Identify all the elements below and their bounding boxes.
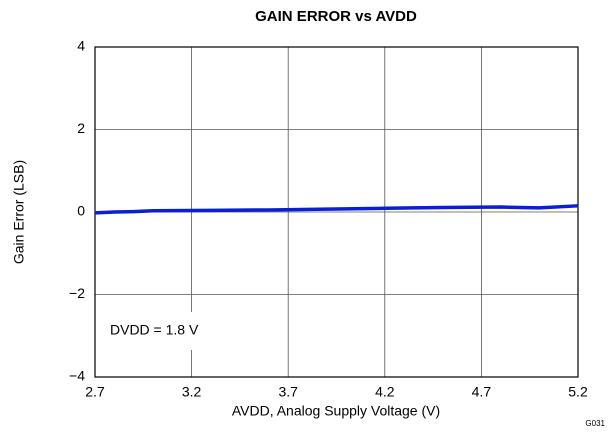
y-tick-label: 0 — [77, 203, 85, 219]
figure-code: G031 — [585, 419, 605, 428]
x-tick-label: 3.7 — [278, 384, 298, 400]
x-tick-label: 4.2 — [375, 384, 395, 400]
y-axis-label: Gain Error (LSB) — [11, 160, 27, 264]
y-tick-label: −4 — [69, 368, 85, 384]
chart-title: GAIN ERROR vs AVDD — [255, 8, 417, 25]
x-tick-label: 2.7 — [85, 384, 105, 400]
y-tick-label: 2 — [77, 120, 85, 136]
y-tick-label: 4 — [77, 38, 85, 54]
data-line — [94, 204, 579, 215]
x-tick-label: 3.2 — [182, 384, 202, 400]
annotation: DVDD = 1.8 V — [110, 322, 199, 338]
y-tick-label: −2 — [69, 285, 85, 301]
x-tick-label: 5.2 — [568, 384, 588, 400]
x-tick-label: 4.7 — [472, 384, 492, 400]
x-axis-label: AVDD, Analog Supply Voltage (V) — [232, 403, 440, 419]
annotation-box — [100, 312, 240, 350]
